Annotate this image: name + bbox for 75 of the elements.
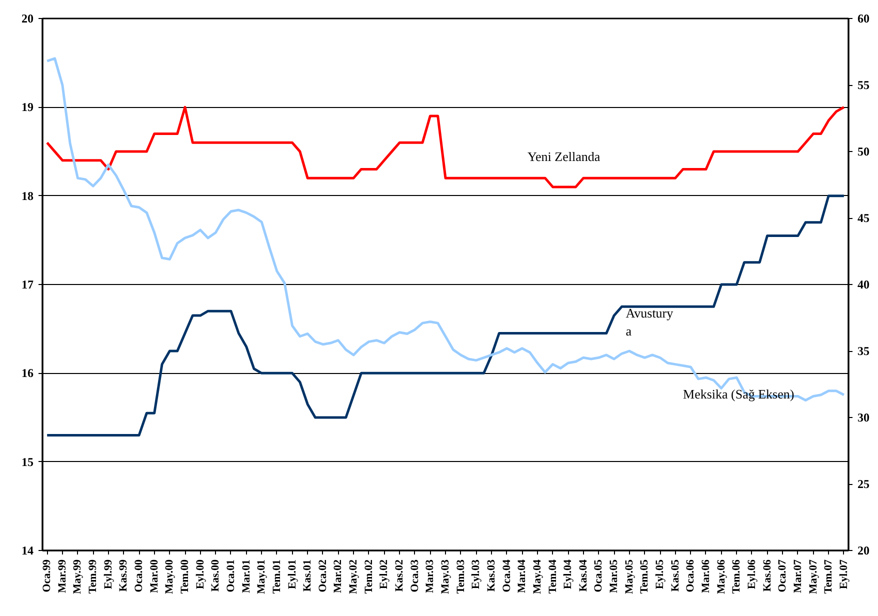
x-tick-label: Oca.99	[41, 559, 54, 592]
x-tick-label: Eyl.05	[654, 559, 666, 590]
x-tick-label: Kas.05	[669, 559, 682, 592]
y-tick-label: 17	[22, 278, 34, 292]
x-tick-label: Tem.06	[730, 559, 743, 594]
x-tick-label: Tem.07	[822, 559, 835, 594]
x-tick-label: May.02	[348, 559, 360, 594]
x-tick-label: Eyl.00	[194, 559, 206, 590]
y-tick-label: 14	[22, 544, 34, 558]
x-tick-label: Kas.01	[302, 559, 314, 592]
series-label: Yeni Zellanda	[527, 149, 600, 164]
x-tick-label: Kas.00	[210, 559, 222, 592]
x-tick-label: Mar.01	[240, 559, 252, 594]
x-tick-label: Mar.02	[332, 559, 344, 594]
x-tick-label: Mar.05	[608, 559, 620, 594]
x-tick-label: Eyl.03	[470, 559, 482, 590]
x-tick-label: Eyl.02	[378, 559, 390, 590]
x-tick-label: May.04	[531, 559, 544, 594]
x-tick-label: Tem.03	[454, 559, 467, 594]
x-tick-label: Oca.03	[408, 559, 421, 592]
x-tick-label: May.99	[72, 559, 84, 594]
x-tick-label: Mar.04	[516, 559, 528, 594]
x-tick-label: May.06	[715, 559, 728, 594]
x-tick-label: May.07	[807, 559, 820, 594]
x-tick-label: Oca.07	[776, 559, 789, 592]
y2-tick-label: 50	[858, 144, 870, 158]
x-tick-label: Mar.06	[700, 559, 712, 594]
x-tick-label: Oca.00	[133, 559, 146, 592]
line-series	[46, 57, 846, 402]
x-tick-label: Eyl.99	[102, 559, 114, 590]
x-tick-label: Tem.01	[270, 560, 283, 594]
y2-tick-label: 55	[858, 78, 870, 92]
x-tick-label: May.01	[256, 559, 268, 594]
x-tick-label: Oca.02	[316, 559, 329, 592]
x-tick-label: Eyl.01	[286, 559, 298, 590]
y2-tick-label: 25	[858, 477, 870, 491]
x-tick-label: Tem.04	[546, 559, 559, 594]
x-tick-label: Oca.05	[592, 559, 605, 592]
x-tick-label: Oca.06	[684, 559, 697, 592]
series-label: Avustury a	[626, 306, 674, 339]
x-tick-label: Eyl.07	[838, 559, 850, 590]
x-tick-label: Mar.03	[424, 559, 436, 594]
line-series	[46, 194, 846, 436]
y2-tick-label: 60	[858, 12, 870, 26]
x-tick-label: Tem.05	[638, 559, 651, 594]
x-tick-label: Kas.99	[118, 559, 130, 592]
x-tick-label: May.00	[164, 559, 176, 594]
x-tick-label: Kas.02	[394, 559, 406, 592]
x-tick-label: Kas.03	[485, 559, 498, 592]
x-tick-label: Mar.99	[56, 559, 68, 594]
y-tick-label: 16	[22, 366, 34, 380]
x-tick-label: Eyl.04	[562, 559, 574, 590]
line-series	[46, 106, 846, 188]
x-tick-label: Tem.99	[87, 559, 100, 594]
y2-tick-label: 35	[858, 344, 870, 358]
y2-tick-label: 40	[858, 278, 870, 292]
x-tick-label: Eyl.06	[746, 559, 758, 590]
x-tick-label: May.05	[623, 559, 636, 594]
x-tick-label: Oca.04	[500, 559, 513, 592]
y2-tick-label: 20	[858, 544, 870, 558]
x-tick-label: Tem.00	[179, 559, 192, 594]
x-tick-label: Tem.02	[362, 559, 375, 594]
y-tick-label: 15	[22, 454, 34, 469]
y-tick-label: 19	[22, 100, 34, 114]
y2-tick-label: 30	[858, 410, 870, 424]
series-label: Meksika (Sağ Eksen)	[683, 386, 794, 402]
y-tick-label: 20	[22, 12, 34, 26]
x-tick-label: Mar.07	[792, 559, 804, 594]
y-tick-label: 18	[22, 188, 34, 203]
x-tick-label: Oca.01	[224, 559, 237, 592]
y2-tick-label: 45	[858, 211, 870, 225]
x-tick-label: May.03	[440, 559, 452, 594]
x-tick-label: Kas.06	[761, 559, 774, 592]
x-tick-label: Kas.04	[577, 559, 590, 592]
x-tick-label: Mar.00	[148, 559, 160, 594]
